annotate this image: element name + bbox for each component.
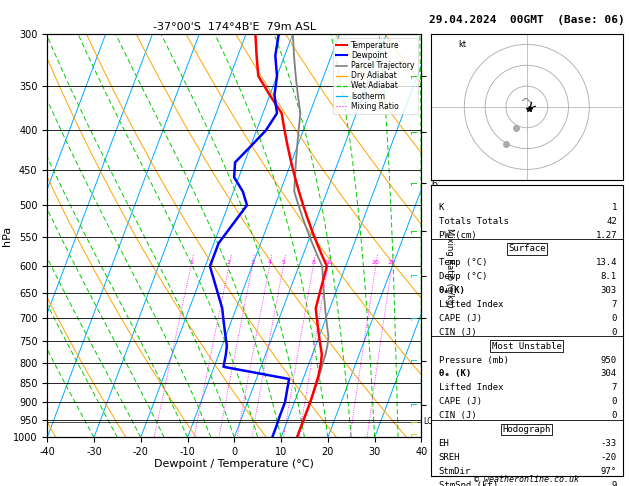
Text: © weatheronline.co.uk: © weatheronline.co.uk — [474, 474, 579, 484]
Text: ⌐: ⌐ — [410, 71, 418, 81]
Text: Lifted Index: Lifted Index — [438, 300, 503, 309]
Text: Mixing Ratio (g/kg): Mixing Ratio (g/kg) — [445, 228, 454, 308]
Text: ⌐: ⌐ — [410, 313, 418, 323]
Text: 3: 3 — [250, 260, 254, 264]
Text: 950: 950 — [601, 356, 617, 364]
Text: Hodograph: Hodograph — [503, 425, 551, 434]
Text: LCL: LCL — [423, 417, 437, 427]
Legend: Temperature, Dewpoint, Parcel Trajectory, Dry Adiabat, Wet Adiabat, Isotherm, Mi: Temperature, Dewpoint, Parcel Trajectory… — [333, 38, 418, 114]
Text: ⌐: ⌐ — [410, 399, 418, 410]
Y-axis label: km
ASL: km ASL — [445, 236, 463, 257]
Text: ⌐: ⌐ — [410, 178, 418, 188]
Text: 7: 7 — [611, 300, 617, 309]
Y-axis label: hPa: hPa — [1, 226, 11, 246]
Text: 8.1: 8.1 — [601, 272, 617, 281]
Text: StmSpd (kt): StmSpd (kt) — [438, 481, 498, 486]
Text: SREH: SREH — [438, 453, 460, 462]
Text: 5: 5 — [281, 260, 285, 264]
Text: ⌐: ⌐ — [410, 356, 418, 365]
Text: 7: 7 — [611, 383, 617, 392]
Text: ⌐: ⌐ — [410, 417, 418, 427]
Text: Surface: Surface — [508, 244, 545, 254]
Text: 1: 1 — [189, 260, 193, 264]
Text: EH: EH — [438, 439, 449, 448]
Text: 0: 0 — [611, 314, 617, 323]
Text: Lifted Index: Lifted Index — [438, 383, 503, 392]
Text: 8: 8 — [311, 260, 315, 264]
Text: 2: 2 — [227, 260, 231, 264]
Text: CIN (J): CIN (J) — [438, 411, 476, 420]
Text: StmDir: StmDir — [438, 467, 470, 476]
Text: 97°: 97° — [601, 467, 617, 476]
Text: θₑ (K): θₑ (K) — [438, 369, 470, 379]
Text: 1.27: 1.27 — [596, 230, 617, 240]
X-axis label: Dewpoint / Temperature (°C): Dewpoint / Temperature (°C) — [154, 458, 314, 469]
Text: Most Unstable: Most Unstable — [492, 342, 562, 351]
Text: kt: kt — [458, 40, 466, 49]
Text: θₑ(K): θₑ(K) — [438, 286, 465, 295]
Title: -37°00'S  174°4B'E  79m ASL: -37°00'S 174°4B'E 79m ASL — [153, 22, 316, 32]
Text: ⌐: ⌐ — [410, 226, 418, 236]
Text: 304: 304 — [601, 369, 617, 379]
Text: ⌐: ⌐ — [410, 429, 418, 439]
Text: 303: 303 — [601, 286, 617, 295]
Text: 13.4: 13.4 — [596, 259, 617, 267]
Text: Temp (°C): Temp (°C) — [438, 259, 487, 267]
Text: -20: -20 — [601, 453, 617, 462]
Text: 42: 42 — [606, 217, 617, 226]
Text: 0: 0 — [611, 397, 617, 406]
Text: 0: 0 — [611, 328, 617, 337]
Text: 10: 10 — [324, 260, 332, 264]
Text: 25: 25 — [388, 260, 396, 264]
Text: CAPE (J): CAPE (J) — [438, 397, 482, 406]
Text: K: K — [438, 203, 444, 212]
Text: ⌐: ⌐ — [410, 271, 418, 280]
Text: 0: 0 — [611, 411, 617, 420]
Text: 29.04.2024  00GMT  (Base: 06): 29.04.2024 00GMT (Base: 06) — [429, 15, 625, 25]
Text: CIN (J): CIN (J) — [438, 328, 476, 337]
Text: Totals Totals: Totals Totals — [438, 217, 508, 226]
Text: 20: 20 — [372, 260, 380, 264]
Text: 1: 1 — [611, 203, 617, 212]
Text: Pressure (mb): Pressure (mb) — [438, 356, 508, 364]
Text: Dewp (°C): Dewp (°C) — [438, 272, 487, 281]
Text: CAPE (J): CAPE (J) — [438, 314, 482, 323]
Text: -33: -33 — [601, 439, 617, 448]
Text: PW (cm): PW (cm) — [438, 230, 476, 240]
Text: ⌐: ⌐ — [410, 127, 418, 137]
Text: 9: 9 — [611, 481, 617, 486]
Text: 4: 4 — [267, 260, 272, 264]
